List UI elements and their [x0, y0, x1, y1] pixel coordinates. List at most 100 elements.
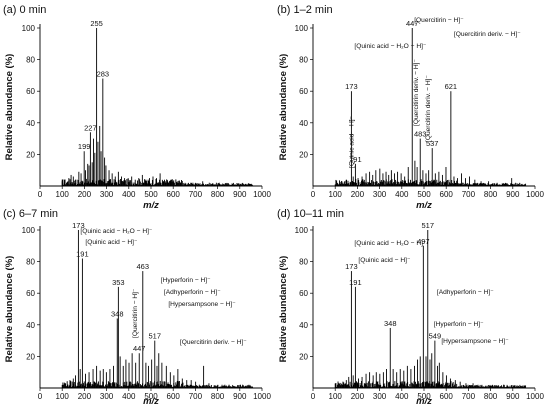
ion-annotation: [Quercitirin − H]⁻	[414, 17, 464, 24]
peak-label: 173	[72, 221, 85, 230]
x-tick-label: 700	[462, 392, 476, 401]
y-axis-label: Relative abundance (%)	[278, 54, 289, 161]
ion-annotation: [Hyperforin − H]⁻	[161, 277, 211, 284]
peak-label: 483	[414, 130, 427, 139]
x-axis-label: m/z	[416, 200, 432, 211]
ion-annotation: [Adhyperforin − H]⁻	[437, 289, 494, 296]
x-tick-label: 500	[417, 190, 431, 199]
x-tick-label: 400	[122, 392, 136, 401]
y-tick-label: 40	[26, 119, 35, 128]
x-tick-label: 500	[144, 190, 158, 199]
peak-label: 227	[84, 123, 97, 132]
x-tick-label: 100	[329, 190, 343, 199]
peak-label: 353	[112, 278, 125, 287]
x-tick-label: 800	[484, 392, 498, 401]
ion-annotation: [Adhyperforin − H]⁻	[164, 289, 221, 296]
ion-annotation: [Quercitirin deriv. − H]⁻	[180, 339, 247, 346]
x-tick-label: 200	[78, 190, 92, 199]
y-tick-label: 40	[299, 119, 308, 128]
x-tick-label: 300	[373, 392, 387, 401]
x-tick-label: 500	[417, 392, 431, 401]
ion-annotation: [Quercitirin deriv. − H]⁻	[454, 31, 521, 38]
y-tick-label: 80	[26, 258, 35, 267]
x-tick-label: 600	[440, 190, 454, 199]
x-tick-label: 800	[484, 190, 498, 199]
x-tick-label: 0	[38, 392, 43, 401]
peak-label: 348	[384, 319, 397, 328]
y-tick-label: 60	[26, 289, 35, 298]
peak-label: 348	[111, 309, 124, 318]
x-tick-label: 900	[506, 392, 520, 401]
y-tick-label: 80	[26, 56, 35, 65]
y-tick-label: 100	[295, 226, 309, 235]
y-tick-label: 60	[299, 87, 308, 96]
y-tick-label: 80	[299, 258, 308, 267]
peak-label: 447	[133, 344, 146, 353]
peak-label: 517	[422, 221, 435, 230]
x-tick-label: 0	[38, 190, 43, 199]
ion-annotation: [Quinic acid − H₂O − H]⁻	[80, 228, 153, 235]
x-tick-label: 0	[311, 392, 316, 401]
x-tick-label: 300	[373, 190, 387, 199]
x-tick-label: 200	[351, 190, 365, 199]
x-tick-label: 600	[167, 190, 181, 199]
x-tick-label: 400	[122, 190, 136, 199]
ion-annotation: [Quercitirin deriv. − H]⁻	[413, 59, 420, 126]
x-tick-label: 1000	[253, 392, 271, 401]
ion-annotation: [Quinic acid − H]⁻	[358, 257, 411, 264]
x-tick-label: 400	[395, 190, 409, 199]
x-axis-label: m/z	[143, 396, 159, 407]
x-tick-label: 100	[56, 190, 70, 199]
x-tick-label: 900	[233, 190, 247, 199]
x-tick-label: 600	[440, 392, 454, 401]
y-axis-label: Relative abundance (%)	[4, 54, 15, 161]
peak-label: 517	[149, 332, 162, 341]
y-tick-label: 100	[22, 24, 36, 33]
peak-label: 255	[90, 19, 103, 28]
x-tick-label: 400	[395, 392, 409, 401]
y-tick-label: 80	[299, 56, 308, 65]
y-tick-label: 40	[26, 321, 35, 330]
y-axis-label: Relative abundance (%)	[278, 256, 289, 363]
ion-annotation: [Quinic acid − H]⁻	[85, 239, 138, 246]
ion-annotation: [Hypersampsone − H]⁻	[441, 338, 509, 345]
y-tick-label: 60	[26, 87, 35, 96]
peak-label: 173	[345, 262, 358, 271]
peak-label: 173	[345, 82, 358, 91]
x-tick-label: 700	[189, 190, 203, 199]
x-tick-label: 1000	[526, 392, 544, 401]
panel-title: (b) 1–2 min	[277, 4, 333, 16]
peak-label: 199	[78, 142, 91, 151]
ion-annotation: [Hypersampsone − H]⁻	[168, 301, 236, 308]
x-tick-label: 100	[56, 392, 70, 401]
y-tick-label: 100	[295, 24, 309, 33]
y-tick-label: 60	[299, 289, 308, 298]
x-tick-label: 800	[211, 190, 225, 199]
x-tick-label: 500	[144, 392, 158, 401]
ion-annotation: [Quercitirin deriv. − H]⁻	[425, 75, 432, 142]
x-tick-label: 300	[100, 392, 114, 401]
peak-label: 497	[417, 237, 430, 246]
ion-annotation: [Hyperforin − H]⁻	[434, 321, 484, 328]
y-tick-label: 100	[22, 226, 36, 235]
x-tick-label: 200	[351, 392, 365, 401]
x-tick-label: 1000	[526, 190, 544, 199]
x-axis-label: m/z	[143, 200, 159, 211]
x-tick-label: 900	[233, 392, 247, 401]
x-tick-label: 100	[329, 392, 343, 401]
y-tick-label: 20	[299, 150, 308, 159]
ion-annotation: [Quinic acid − H₂O − H]⁻	[354, 43, 427, 50]
x-tick-label: 600	[167, 392, 181, 401]
x-tick-label: 700	[462, 190, 476, 199]
x-tick-label: 200	[78, 392, 92, 401]
peak-label: 191	[76, 249, 89, 258]
y-tick-label: 20	[26, 352, 35, 361]
x-tick-label: 0	[311, 190, 316, 199]
peak-label: 537	[426, 139, 439, 148]
panel-title: (a) 0 min	[3, 4, 46, 16]
